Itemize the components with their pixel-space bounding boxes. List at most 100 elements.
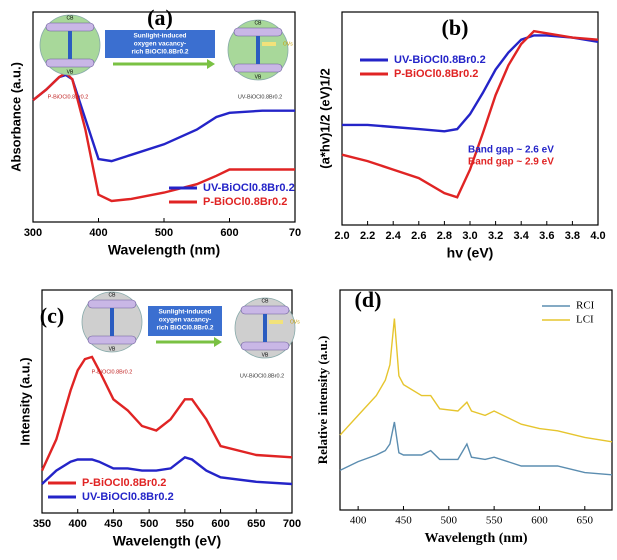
inset-left-label: P-BiOCl0.8Br0.2	[48, 94, 89, 100]
inset-vb: VB	[109, 346, 116, 352]
x-tick-label: 2.2	[360, 230, 375, 242]
legend-label: P-BiOCl0.8Br0.2	[394, 68, 478, 80]
x-tick-label: 500	[441, 515, 458, 527]
x-tick-label: 350	[33, 518, 51, 530]
x-tick-label: 600	[211, 518, 229, 530]
x-tick-label: 3.2	[488, 230, 503, 242]
legend-label: P-BiOCl0.8Br0.2	[203, 196, 287, 208]
series-line	[339, 318, 613, 443]
x-tick-label: 400	[69, 518, 87, 530]
x-tick-label: 2.6	[411, 230, 426, 242]
x-tick-label: 3.4	[514, 230, 530, 242]
inset-arrow-text: Sunlight-induced	[133, 33, 186, 40]
inset-gap	[110, 308, 114, 336]
panel: 2.0 2.2 2.4 2.6 2.8 3.0 3.2 3.4 3.6 3.8 4.0 hv (eV)…	[317, 11, 606, 261]
series-line	[32, 71, 295, 203]
inset-left-label: P-BiOCl0.8Br0.2	[92, 369, 133, 375]
plot-frame	[339, 289, 613, 511]
inset-gap	[263, 314, 267, 342]
x-tick-label: 300	[24, 227, 42, 239]
x-axis-label: Wavelength (nm)	[424, 531, 527, 546]
inset-ov-level	[262, 42, 276, 46]
x-axis-label: hv (eV)	[447, 245, 494, 261]
x-tick-label: 550	[176, 518, 194, 530]
y-axis-label: Relative intensity (a.u.)	[315, 336, 330, 465]
inset-cb: CB	[255, 20, 263, 26]
inset-arrow-box	[148, 306, 222, 336]
x-tick-label: 2.4	[386, 230, 402, 242]
inset-vb: VB	[67, 69, 74, 75]
x-tick-label: 500	[140, 518, 158, 530]
inset-ovs: OVs	[283, 41, 293, 47]
inset-right-label: UV-BiOCl0.8Br0.2	[240, 373, 284, 379]
inset-gap	[256, 36, 260, 64]
series-line	[341, 29, 599, 199]
x-tick-label: 3.6	[539, 230, 554, 242]
inset-band	[87, 299, 137, 309]
legend-label: LCI	[576, 314, 594, 326]
x-tick-label: 450	[395, 515, 412, 527]
inset-right-label: UV-BiOCl0.8Br0.2	[238, 94, 282, 100]
y-axis-label: Absorbance (a.u.)	[8, 62, 23, 172]
inset-arrowhead	[214, 337, 222, 347]
panel-label: (a)	[147, 5, 173, 30]
panel: 400 450 500 550 600 650 Wavelength (nm) Relativ…	[315, 287, 613, 546]
x-tick-label: 4.0	[590, 230, 605, 242]
inset-band	[240, 341, 290, 351]
legend-label: UV-BiOCl0.8Br0.2	[82, 491, 174, 503]
legend-label: RCI	[576, 300, 595, 312]
inset-band	[45, 58, 95, 68]
inset-arrowhead	[207, 59, 215, 69]
series-line	[41, 455, 293, 486]
inset-ov-level	[269, 320, 283, 324]
panel: 350 400 450 500 550 600 650 700 Wavelength (eV) I…	[17, 289, 301, 549]
x-tick-label: 650	[577, 515, 594, 527]
series-line	[342, 34, 599, 133]
x-tick-label: 500	[155, 227, 173, 239]
inset-cb: CB	[262, 298, 270, 304]
panel-label: (d)	[355, 287, 382, 312]
x-tick-label: 650	[247, 518, 265, 530]
inset-arrow-box	[105, 30, 215, 58]
annotation: Band gap ~ 2.9 eV	[468, 157, 554, 168]
inset-band	[233, 27, 283, 37]
x-tick-label: 3.0	[462, 230, 477, 242]
inset-band	[45, 22, 95, 32]
inset-arrow-text: rich BiOCl0.8Br0.2	[131, 49, 188, 56]
inset-cb: CB	[109, 292, 117, 298]
inset-band	[87, 335, 137, 345]
inset-arrow-text: oxygen vacancy-	[134, 41, 186, 48]
inset-vb: VB	[262, 352, 269, 358]
inset-vb: VB	[255, 74, 262, 80]
inset-gap	[68, 31, 72, 59]
annotation: Band gap ~ 2.6 eV	[468, 145, 554, 156]
inset-band	[233, 63, 283, 73]
x-tick-label: 70	[289, 227, 301, 239]
legend-label: UV-BiOCl0.8Br0.2	[203, 182, 295, 194]
panel: 300 400 500 600 70 Wavelength (nm) Absorbance …	[8, 5, 301, 258]
inset-arrow-text: oxygen vacancy-	[159, 317, 211, 324]
y-axis-label: Intensity (a.u.)	[17, 357, 32, 445]
inset-arrow-text: Sunlight-induced	[158, 309, 211, 316]
x-tick-label: 550	[486, 515, 503, 527]
panel-label: (b)	[442, 15, 469, 40]
x-tick-label: 400	[89, 227, 107, 239]
x-tick-label: 400	[350, 515, 367, 527]
x-tick-label: 3.8	[565, 230, 580, 242]
plot-frame	[41, 289, 293, 514]
x-axis-label: Wavelength (eV)	[113, 533, 221, 549]
legend-label: UV-BiOCl0.8Br0.2	[394, 54, 486, 66]
x-tick-label: 2.8	[437, 230, 452, 242]
inset-ovs: OVs	[290, 319, 300, 325]
x-tick-label: 700	[283, 518, 301, 530]
series-line	[339, 421, 613, 476]
series-line	[40, 355, 293, 472]
legend-label: P-BiOCl0.8Br0.2	[82, 477, 166, 489]
inset-arrow-text: rich BiOCl0.8Br0.2	[156, 325, 213, 332]
inset-band	[240, 305, 290, 315]
x-tick-label: 600	[531, 515, 548, 527]
x-tick-label: 600	[220, 227, 238, 239]
x-tick-label: 2.0	[334, 230, 349, 242]
